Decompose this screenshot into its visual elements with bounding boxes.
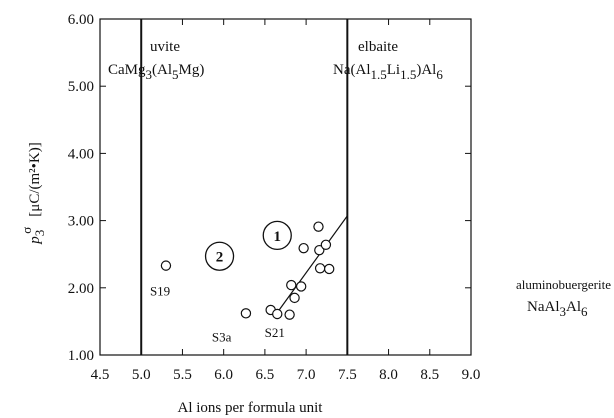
data-point [295,281,307,292]
data-point [160,260,172,271]
x-tick-label: 5.5 [173,367,192,383]
data-point [298,242,309,254]
group-markers: 12 [204,220,292,271]
y-tick-label: 6.00 [68,12,94,28]
data-point [320,239,332,250]
point-label: S21 [265,325,285,340]
uvite-formula: CaMg3(Al5Mg) [108,62,204,82]
x-tick-label: 6.5 [256,367,275,383]
x-tick-label: 8.0 [379,367,398,383]
x-tick-label: 7.0 [297,367,316,383]
elbaite-formula: Na(Al1.5Li1.5)Al6 [333,62,443,82]
data-point [314,244,325,256]
point-labels: S19 S3a S21 [150,284,285,345]
data-point [314,263,326,274]
aluminobuergerite-name: aluminobuergerite [516,277,611,292]
data-point [240,308,252,319]
group-marker-circle [204,241,235,271]
point-label: S19 [150,284,170,299]
x-axis-label: Al ions per formula unit [178,400,324,416]
uvite-name: uvite [150,39,180,55]
x-tick-label: 6.0 [214,367,233,383]
y-tick-label: 3.00 [68,214,94,230]
tick-layer: 4.5 5.0 5.5 6.0 6.5 7.0 7.5 8.0 8.5 9.0 1.00 2.00 3.… [68,12,481,383]
x-tick-label: 8.5 [420,367,439,383]
y-tick-label: 5.00 [68,79,94,95]
x-tick-label: 9.0 [462,367,481,383]
group-marker-circle [262,220,292,251]
fit-line [274,215,348,317]
y-tick-label: 1.00 [68,348,94,364]
data-points [160,221,335,320]
plot-frame [99,18,472,356]
y-tick-label: 2.00 [68,281,94,297]
point-label: S3a [212,329,232,344]
reference-lines [140,19,349,355]
data-point [272,308,283,320]
x-tick-label: 7.5 [338,367,357,383]
data-point [284,309,295,320]
data-point [313,221,324,232]
data-point [286,279,297,291]
y-axis-label: p3σ[μC/(m²•K)] [19,142,47,244]
data-point [289,292,300,304]
group-marker-label: 1 [274,229,282,245]
aluminobuergerite-formula: NaAl3Al6 [527,299,588,319]
x-tick-label: 5.0 [132,367,151,383]
group-marker-label: 2 [216,250,224,266]
x-tick-label: 4.5 [91,367,110,383]
y-tick-label: 4.00 [68,146,94,162]
data-point [323,263,335,275]
elbaite-name: elbaite [358,39,398,55]
